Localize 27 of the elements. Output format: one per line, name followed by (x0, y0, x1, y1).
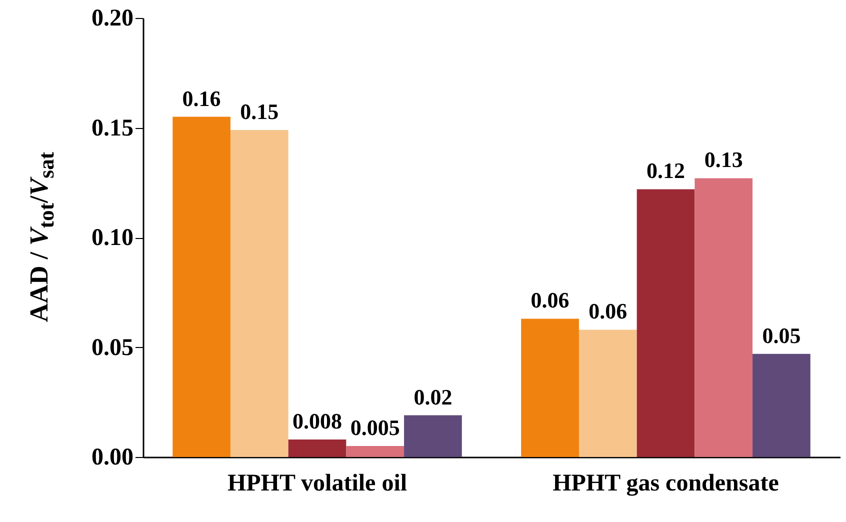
y-tick-label: 0.00 (92, 444, 134, 470)
data-label: 0.05 (762, 322, 801, 348)
data-label: 0.06 (588, 298, 628, 324)
bar (288, 439, 346, 457)
data-label: 0.15 (240, 98, 279, 124)
y-tick-label: 0.15 (92, 115, 134, 142)
bar (404, 415, 462, 457)
y-tick-label: 0.10 (92, 225, 134, 251)
bar (230, 130, 288, 457)
bar (694, 178, 753, 457)
data-label: 0.13 (704, 147, 743, 172)
data-label: 0.005 (350, 415, 400, 440)
data-label: 0.06 (530, 288, 570, 313)
x-tick-label: HPHT gas condensate (552, 470, 780, 496)
bar (636, 189, 695, 457)
x-tick-label: HPHT volatile oil (227, 470, 408, 496)
y-tick-label: 0.05 (92, 334, 134, 361)
bar (346, 446, 404, 457)
bar (521, 318, 579, 457)
bar (172, 116, 230, 457)
bar (752, 354, 810, 457)
data-label: 0.16 (182, 86, 221, 111)
data-label: 0.12 (646, 158, 685, 184)
data-label: 0.02 (414, 384, 452, 410)
bar (578, 330, 637, 457)
y-tick-label: 0.20 (92, 6, 134, 32)
data-label: 0.008 (292, 408, 342, 434)
